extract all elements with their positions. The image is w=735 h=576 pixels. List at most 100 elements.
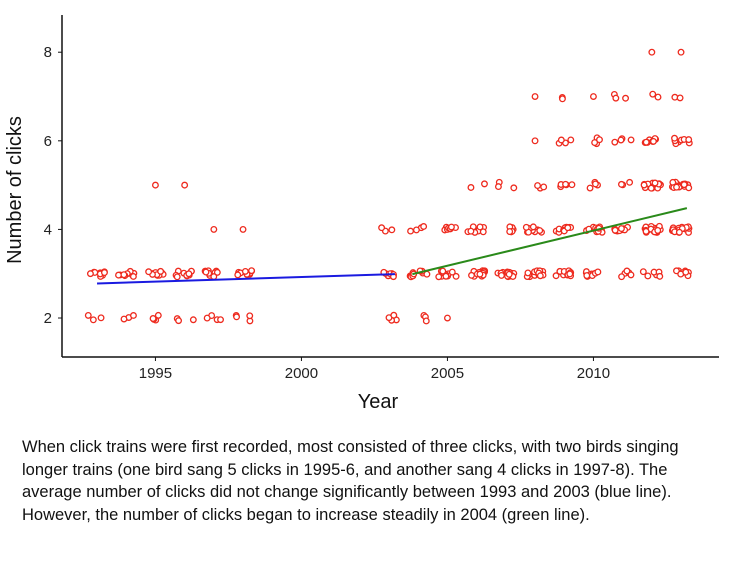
data-point bbox=[203, 314, 211, 322]
data-point bbox=[685, 136, 693, 144]
data-point bbox=[536, 227, 544, 234]
data-point bbox=[671, 134, 678, 142]
data-point bbox=[531, 137, 539, 145]
y-tick-label: 8 bbox=[44, 44, 52, 61]
data-point bbox=[591, 180, 599, 188]
data-point bbox=[479, 228, 487, 236]
figure-caption: When click trains were first recorded, m… bbox=[22, 438, 679, 524]
data-point bbox=[673, 183, 681, 191]
y-axis-ticks: 2 4 6 8 bbox=[44, 44, 62, 327]
data-point bbox=[522, 223, 530, 231]
data-point bbox=[97, 314, 105, 322]
x-tick-label: 2000 bbox=[285, 365, 318, 382]
data-point bbox=[675, 228, 683, 236]
data-point bbox=[130, 312, 137, 319]
data-point bbox=[145, 268, 153, 276]
data-point bbox=[677, 48, 685, 56]
data-point bbox=[618, 273, 626, 281]
x-axis-title: Year bbox=[358, 391, 399, 413]
data-point bbox=[467, 227, 475, 235]
data-point bbox=[202, 268, 210, 276]
data-point bbox=[654, 93, 662, 101]
data-point bbox=[213, 268, 221, 276]
data-point bbox=[101, 269, 108, 276]
y-tick-label: 4 bbox=[44, 221, 52, 238]
data-point bbox=[596, 136, 603, 144]
data-point bbox=[623, 267, 631, 275]
data-point bbox=[611, 138, 619, 146]
data-point bbox=[642, 227, 650, 235]
data-point bbox=[529, 223, 537, 231]
data-point bbox=[567, 136, 575, 144]
data-point bbox=[246, 312, 254, 320]
x-tick-label: 2005 bbox=[431, 365, 464, 382]
data-point bbox=[89, 316, 97, 324]
data-point bbox=[498, 271, 505, 279]
data-point bbox=[552, 272, 560, 280]
data-point bbox=[86, 270, 94, 278]
data-point bbox=[639, 268, 647, 276]
data-point bbox=[248, 267, 255, 275]
data-point bbox=[435, 273, 443, 281]
data-point bbox=[181, 181, 189, 189]
data-point bbox=[173, 273, 181, 281]
data-point bbox=[388, 226, 396, 234]
data-point bbox=[557, 136, 565, 144]
data-point bbox=[390, 311, 398, 319]
data-point bbox=[439, 267, 447, 275]
data-point bbox=[217, 316, 224, 324]
data-point bbox=[420, 223, 428, 230]
data-point bbox=[647, 184, 655, 192]
data-point bbox=[626, 178, 634, 186]
data-point bbox=[649, 90, 657, 98]
data-point bbox=[233, 313, 241, 321]
data-point bbox=[407, 227, 415, 235]
data-point bbox=[534, 182, 541, 190]
data-point bbox=[564, 224, 572, 232]
scatter-chart: 2 4 6 8 1995 2000 2005 2010 Number of clicks Y… bbox=[4, 15, 719, 413]
data-point bbox=[583, 272, 591, 280]
data-point bbox=[559, 95, 566, 103]
data-point bbox=[617, 180, 625, 188]
data-point bbox=[120, 271, 128, 279]
data-point bbox=[241, 267, 249, 275]
data-point bbox=[591, 139, 599, 147]
data-point bbox=[566, 270, 574, 278]
data-point bbox=[589, 93, 597, 100]
data-point bbox=[476, 270, 484, 278]
data-point bbox=[412, 226, 420, 234]
data-point bbox=[627, 271, 635, 279]
data-point bbox=[650, 137, 657, 145]
x-axis-ticks: 1995 2000 2005 2010 bbox=[139, 357, 610, 382]
data-point bbox=[423, 270, 431, 278]
data-point bbox=[536, 272, 544, 280]
y-axis-title: Number of clicks bbox=[4, 116, 26, 264]
data-point bbox=[129, 273, 137, 280]
data-point bbox=[644, 272, 652, 280]
data-point bbox=[540, 183, 548, 191]
data-point bbox=[452, 272, 460, 280]
data-point bbox=[568, 181, 576, 189]
data-points bbox=[84, 48, 693, 325]
data-point bbox=[627, 136, 635, 144]
data-point bbox=[676, 94, 684, 102]
data-point bbox=[682, 268, 690, 276]
data-point bbox=[84, 311, 92, 319]
data-point bbox=[422, 317, 430, 325]
trend-lines bbox=[97, 207, 688, 285]
data-point bbox=[494, 183, 502, 191]
trend-line bbox=[97, 273, 395, 285]
data-point bbox=[531, 93, 539, 100]
data-point bbox=[594, 268, 602, 276]
data-point bbox=[149, 315, 157, 322]
data-point bbox=[622, 94, 630, 102]
data-point bbox=[476, 223, 484, 231]
y-tick-label: 6 bbox=[44, 133, 52, 150]
data-point bbox=[157, 267, 165, 275]
data-point bbox=[239, 225, 247, 233]
data-point bbox=[210, 225, 218, 233]
data-point bbox=[656, 272, 664, 280]
data-point bbox=[611, 226, 619, 234]
data-point bbox=[654, 226, 662, 234]
data-point bbox=[648, 48, 656, 56]
